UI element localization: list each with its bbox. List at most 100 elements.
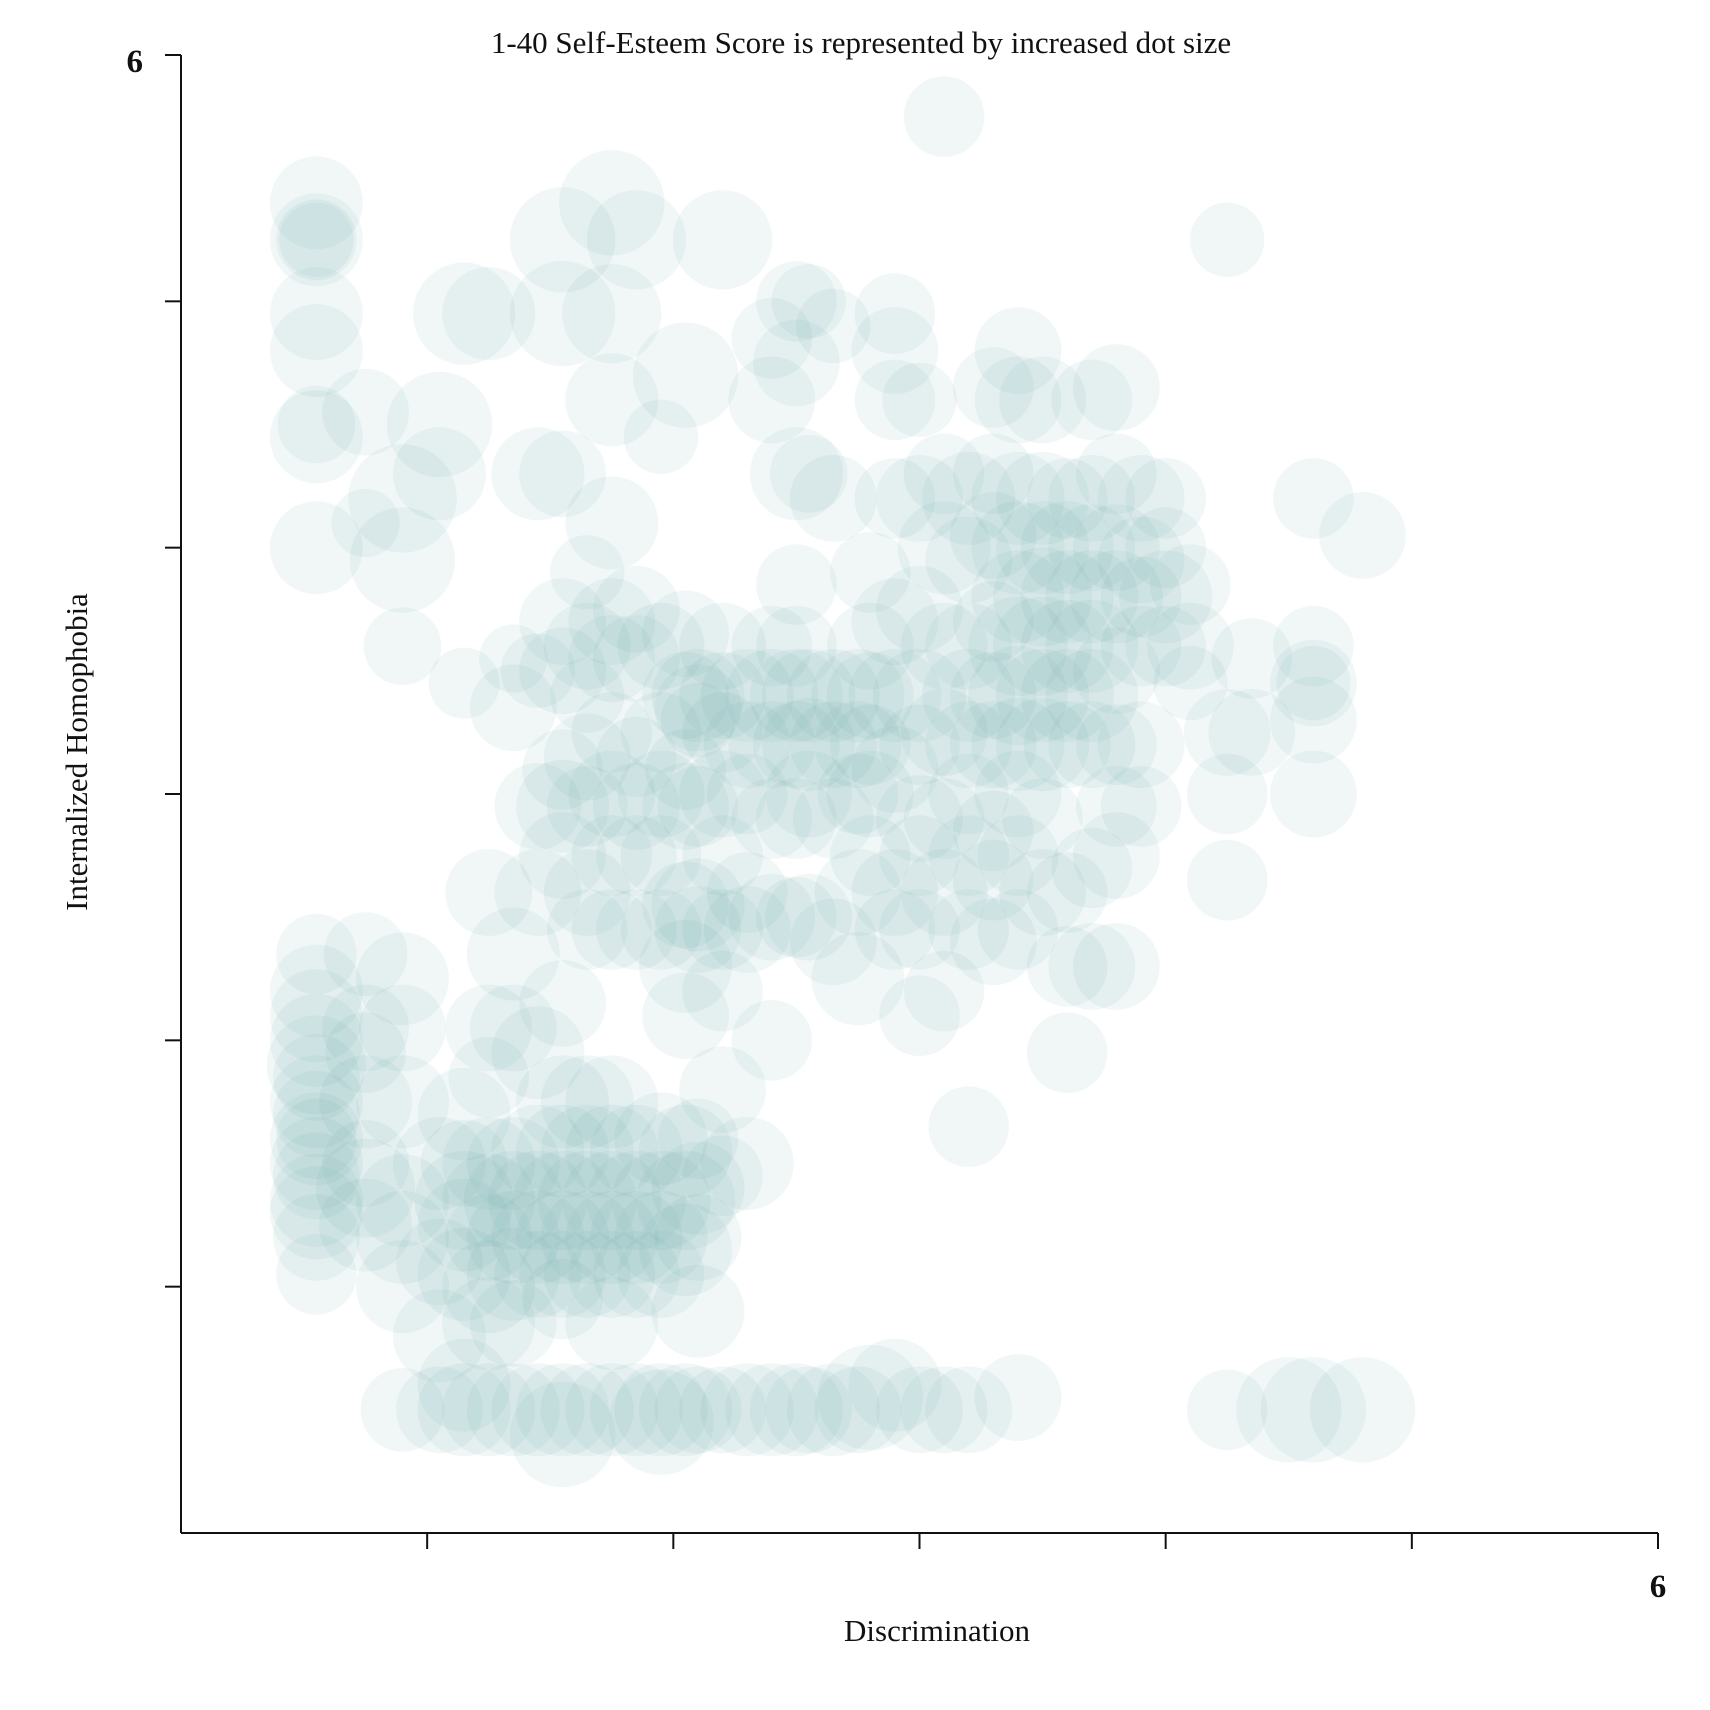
data-point-297 [971, 451, 1065, 545]
data-point-338 [1073, 627, 1160, 715]
data-point-285 [925, 1366, 1013, 1454]
data-point-218 [756, 876, 837, 958]
data-point-179 [651, 1141, 745, 1235]
data-point-204 [725, 649, 819, 742]
data-point-46 [393, 1117, 486, 1210]
data-point-217 [756, 778, 837, 859]
data-point-321 [1023, 701, 1111, 789]
data-point-106 [550, 535, 625, 610]
data-point-215 [749, 649, 843, 742]
data-point-356 [1190, 202, 1265, 277]
data-point-316 [1026, 458, 1108, 539]
data-point-62 [448, 1037, 529, 1118]
data-point-198 [703, 886, 791, 973]
data-point-265 [879, 975, 960, 1056]
data-point-315 [999, 849, 1086, 936]
data-point-295 [974, 307, 1062, 394]
data-point-2 [276, 199, 357, 281]
data-point-29 [325, 1012, 406, 1093]
data-point-26 [331, 488, 400, 558]
data-point-313 [996, 698, 1090, 792]
data-point-61 [445, 984, 533, 1072]
data-point-68 [442, 1363, 536, 1457]
data-point-19 [269, 1117, 363, 1210]
data-point-231 [793, 778, 874, 859]
data-point-311 [993, 596, 1093, 696]
data-point-156 [614, 1190, 708, 1284]
data-point-25 [322, 368, 409, 456]
data-point-184 [679, 602, 766, 690]
data-point-261 [879, 704, 960, 785]
data-point-174 [660, 682, 736, 758]
data-point-357 [1183, 689, 1271, 776]
data-point-118 [540, 1363, 634, 1457]
data-point-299 [971, 550, 1065, 644]
data-point-335 [1076, 433, 1157, 515]
data-point-269 [897, 501, 991, 595]
data-point-257 [882, 362, 957, 438]
data-point-210 [756, 261, 837, 342]
data-point-245 [830, 815, 911, 896]
data-point-329 [1045, 599, 1139, 693]
data-point-13 [266, 1015, 366, 1115]
data-point-302 [971, 698, 1065, 792]
data-point-189 [682, 889, 763, 970]
data-point-10 [269, 944, 363, 1038]
data-point-22 [269, 1166, 363, 1260]
data-point-334 [1073, 344, 1160, 431]
data-point-304 [977, 815, 1059, 896]
data-point-119 [559, 150, 665, 256]
data-point-171 [639, 1363, 733, 1457]
data-point-370 [1260, 1357, 1367, 1463]
data-point-341 [1073, 812, 1160, 899]
data-point-343 [1097, 455, 1185, 542]
data-point-169 [636, 1150, 736, 1251]
data-point-176 [651, 858, 745, 952]
data-point-108 [550, 658, 625, 733]
data-point-77 [469, 1280, 557, 1367]
data-point-337 [1069, 550, 1163, 644]
data-point-233 [786, 1363, 880, 1457]
data-point-287 [953, 433, 1034, 515]
data-point-235 [814, 701, 902, 789]
data-point-33 [319, 1178, 413, 1272]
data-point-339 [1076, 704, 1157, 785]
data-point-290 [949, 652, 1037, 739]
data-point-92 [519, 578, 606, 665]
data-point-330 [1045, 649, 1139, 742]
data-point-320 [1020, 649, 1114, 742]
data-point-97 [519, 960, 606, 1047]
data-point-73 [466, 1117, 560, 1210]
data-point-309 [996, 501, 1090, 595]
data-point-113 [540, 1055, 634, 1149]
data-point-60 [445, 849, 533, 936]
data-point-67 [442, 1277, 536, 1371]
data-point-103 [522, 1258, 603, 1340]
data-point-51 [428, 647, 500, 719]
data-point-125 [571, 692, 653, 773]
data-point-286 [953, 347, 1034, 428]
data-point-360 [1211, 618, 1293, 699]
data-point-236 [817, 753, 899, 835]
data-point-165 [642, 861, 729, 949]
data-point-152 [620, 815, 702, 896]
data-point-209 [725, 1363, 819, 1457]
data-point-220 [771, 264, 846, 339]
data-point-281 [928, 753, 1009, 835]
data-point-1 [269, 193, 363, 287]
data-point-186 [682, 692, 763, 773]
data-point-191 [679, 1046, 766, 1133]
data-point-282 [928, 815, 1009, 896]
data-point-230 [789, 701, 877, 789]
data-point-158 [614, 1363, 708, 1457]
data-point-267 [903, 76, 985, 157]
data-point-177 [654, 886, 742, 973]
data-point-234 [811, 649, 905, 742]
data-point-201 [731, 298, 813, 379]
data-point-66 [442, 1240, 536, 1334]
data-point-82 [494, 849, 582, 936]
data-point-63 [442, 1117, 536, 1210]
data-point-160 [632, 322, 739, 428]
data-point-74 [463, 1150, 563, 1251]
